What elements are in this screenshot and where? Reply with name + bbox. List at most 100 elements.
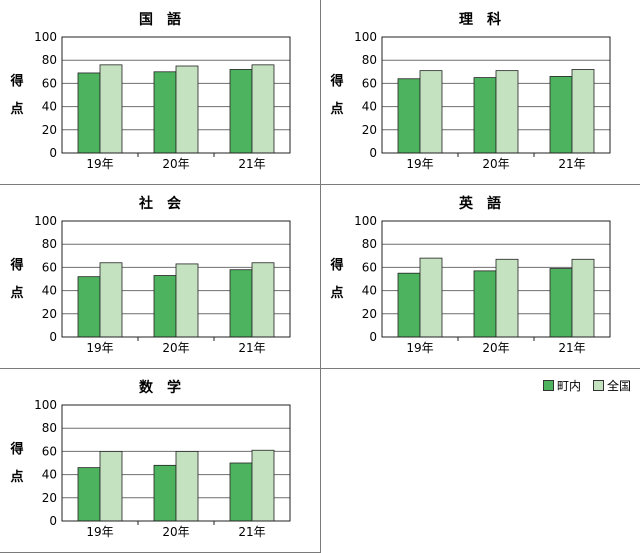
bar-town — [229, 462, 253, 522]
bar-town — [229, 69, 253, 154]
y-tick-label: 80 — [42, 237, 57, 251]
bar-national — [175, 263, 199, 338]
y-tick-label: 0 — [49, 146, 57, 160]
y-tick-label: 40 — [42, 284, 57, 298]
y-tick-label: 60 — [362, 76, 377, 90]
chart-panel: 理 科 0 20 40 60 80 100 19年 20年 21年 得点 — [329, 11, 611, 171]
y-tick-label: 20 — [42, 123, 57, 137]
x-tick-label: 19年 — [86, 157, 113, 171]
plot-frame — [61, 404, 291, 522]
bar-town — [473, 77, 497, 154]
legend-swatch-national — [593, 380, 605, 391]
y-tick-label: 60 — [362, 260, 377, 274]
bar-national — [175, 451, 199, 522]
y-axis-label: 得 — [329, 73, 343, 89]
legend-swatch-town — [543, 380, 554, 391]
bar-town — [77, 467, 101, 522]
bar-national — [419, 70, 443, 154]
bar-town — [397, 78, 421, 154]
x-tick-label: 20年 — [162, 525, 189, 539]
legend-item-national: 全国 — [593, 377, 631, 394]
x-tick-label: 21年 — [558, 341, 585, 355]
plot-frame — [381, 220, 611, 338]
y-axis-label: 得 — [329, 257, 343, 273]
y-axis-label: 点 — [10, 469, 23, 485]
x-tick-label: 19年 — [86, 341, 113, 355]
x-tick-label: 19年 — [406, 157, 433, 171]
x-tick-label: 20年 — [482, 341, 509, 355]
y-tick-label: 100 — [354, 30, 377, 44]
bar-town — [549, 76, 573, 154]
legend-item-town: 町内 — [543, 377, 581, 394]
chart-panel: 数 学 0 20 40 60 80 100 19年 20年 21年 得点 — [9, 379, 291, 539]
chart-title: 理 科 — [459, 11, 501, 28]
bar-national — [99, 451, 123, 522]
y-axis-label: 点 — [330, 285, 343, 301]
bar-town — [77, 72, 101, 154]
y-axis-label: 得 — [9, 441, 23, 457]
bar-national — [251, 262, 275, 338]
y-tick-label: 60 — [42, 260, 57, 274]
plot-frame — [61, 36, 291, 154]
y-tick-label: 80 — [362, 53, 377, 67]
bar-national — [99, 262, 123, 338]
bar-national — [495, 70, 519, 154]
bar-town — [549, 268, 573, 338]
chart-title: 数 学 — [139, 379, 181, 396]
bar-national — [419, 257, 443, 338]
y-tick-label: 40 — [362, 284, 377, 298]
legend: 町内 全国 — [543, 377, 631, 394]
x-tick-label: 21年 — [558, 157, 585, 171]
bar-town — [153, 71, 177, 154]
y-tick-label: 0 — [369, 330, 377, 344]
bar-national — [251, 449, 275, 522]
y-tick-label: 60 — [42, 76, 57, 90]
y-tick-label: 80 — [42, 53, 57, 67]
chart-title: 英 語 — [458, 195, 501, 212]
x-tick-label: 20年 — [482, 157, 509, 171]
legend-label-national: 全国 — [607, 379, 632, 393]
y-tick-label: 100 — [34, 398, 57, 412]
y-axis-label: 点 — [10, 285, 23, 301]
bar-national — [175, 65, 199, 154]
y-tick-label: 60 — [42, 444, 57, 458]
plot-frame — [61, 220, 291, 338]
x-tick-label: 20年 — [162, 341, 189, 355]
y-tick-label: 40 — [42, 100, 57, 114]
y-tick-label: 100 — [34, 214, 57, 228]
y-tick-label: 20 — [42, 307, 57, 321]
chart-title: 国 語 — [139, 11, 181, 28]
y-tick-label: 40 — [362, 100, 377, 114]
bar-town — [77, 276, 101, 338]
y-tick-label: 100 — [354, 214, 377, 228]
y-tick-label: 20 — [42, 491, 57, 505]
x-tick-label: 20年 — [162, 157, 189, 171]
y-tick-label: 20 — [362, 123, 377, 137]
bar-town — [153, 275, 177, 338]
bar-national — [571, 258, 595, 338]
y-tick-label: 80 — [362, 237, 377, 251]
y-axis-label: 得 — [9, 257, 23, 273]
bar-town — [397, 272, 421, 338]
x-tick-label: 21年 — [238, 341, 265, 355]
bar-town — [229, 269, 253, 338]
y-tick-label: 40 — [42, 468, 57, 482]
y-axis-label: 点 — [10, 101, 23, 117]
bar-national — [495, 258, 519, 338]
y-tick-label: 20 — [362, 307, 377, 321]
chart-panel: 国 語 0 20 40 60 80 100 19年 20年 21年 得点 — [9, 11, 291, 171]
chart-panel: 社 会 0 20 40 60 80 100 19年 20年 21年 得点 — [9, 195, 291, 355]
legend-label-town: 町内 — [557, 379, 582, 393]
x-tick-label: 19年 — [86, 525, 113, 539]
y-tick-label: 100 — [34, 30, 57, 44]
chart-title: 社 会 — [138, 195, 182, 212]
y-tick-label: 0 — [49, 514, 57, 528]
chart-panel: 英 語 0 20 40 60 80 100 19年 20年 21年 得点 — [329, 195, 611, 355]
y-tick-label: 0 — [49, 330, 57, 344]
plot-frame — [381, 36, 611, 154]
bar-national — [251, 64, 275, 154]
y-tick-label: 0 — [369, 146, 377, 160]
bar-national — [99, 64, 123, 154]
bar-town — [473, 270, 497, 338]
